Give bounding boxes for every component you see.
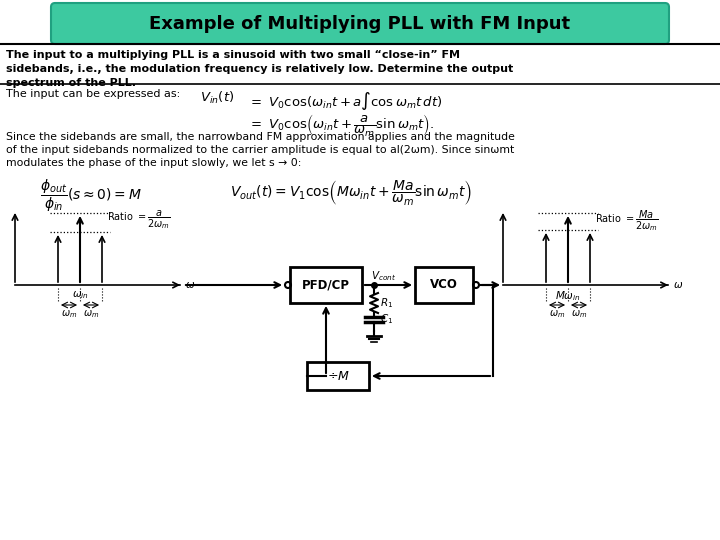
Text: $\div M$: $\div M$ (327, 369, 349, 382)
Text: Ratio $= \dfrac{a}{2\omega_m}$: Ratio $= \dfrac{a}{2\omega_m}$ (107, 208, 171, 231)
Text: $\omega_m$: $\omega_m$ (83, 308, 99, 320)
Text: PFD/CP: PFD/CP (302, 279, 350, 292)
Text: $C_1$: $C_1$ (380, 312, 393, 326)
FancyBboxPatch shape (51, 3, 669, 44)
Text: Example of Multiplying PLL with FM Input: Example of Multiplying PLL with FM Input (150, 15, 570, 33)
FancyBboxPatch shape (307, 362, 369, 390)
Text: Since the sidebands are small, the narrowband FM approximation applies and the m: Since the sidebands are small, the narro… (6, 132, 515, 142)
Text: The input to a multiplying PLL is a sinusoid with two small “close-in” FM: The input to a multiplying PLL is a sinu… (6, 50, 460, 60)
Text: VCO: VCO (430, 279, 458, 292)
Text: $\omega$: $\omega$ (185, 280, 195, 290)
Text: $V_{cont}$: $V_{cont}$ (371, 269, 396, 283)
Text: $\omega_m$: $\omega_m$ (571, 308, 587, 320)
Text: $V_{in}(t)$: $V_{in}(t)$ (200, 90, 234, 106)
Text: $V_{out}(t) = V_1\cos\!\left(M\omega_{in}t + \dfrac{Ma}{\omega_m}\sin\omega_m t\: $V_{out}(t) = V_1\cos\!\left(M\omega_{in… (230, 178, 472, 207)
Text: $= \ V_0 \cos\!\left(\omega_{in}t + \dfrac{a}{\omega_m}\sin\omega_m t\right).$: $= \ V_0 \cos\!\left(\omega_{in}t + \dfr… (248, 112, 434, 138)
Text: sidebands, i.e., the modulation frequency is relatively low. Determine the outpu: sidebands, i.e., the modulation frequenc… (6, 64, 513, 74)
FancyBboxPatch shape (290, 267, 362, 303)
Text: $\omega$: $\omega$ (673, 280, 683, 290)
Text: $= \ V_0 \cos(\omega_{in}t + a \int \cos\omega_m t\,dt)$: $= \ V_0 \cos(\omega_{in}t + a \int \cos… (248, 90, 443, 112)
Text: Ratio $= \dfrac{Ma}{2\omega_m}$: Ratio $= \dfrac{Ma}{2\omega_m}$ (595, 208, 659, 233)
Text: spectrum of the PLL.: spectrum of the PLL. (6, 78, 136, 88)
Text: The input can be expressed as:: The input can be expressed as: (6, 89, 180, 99)
Text: $\dfrac{\phi_{out}}{\phi_{in}}(s\approx 0) = M$: $\dfrac{\phi_{out}}{\phi_{in}}(s\approx … (40, 178, 142, 214)
Text: modulates the phase of the input slowly, we let s → 0:: modulates the phase of the input slowly,… (6, 158, 302, 168)
Text: $\omega_m$: $\omega_m$ (549, 308, 565, 320)
Text: $\omega_m$: $\omega_m$ (61, 308, 77, 320)
Text: $\omega_{in}$: $\omega_{in}$ (71, 289, 89, 301)
FancyBboxPatch shape (415, 267, 473, 303)
Text: $R_1$: $R_1$ (380, 296, 393, 310)
Text: $M\omega_{in}$: $M\omega_{in}$ (555, 289, 581, 303)
Text: of the input sidebands normalized to the carrier amplitude is equal to al(2ωm). : of the input sidebands normalized to the… (6, 145, 514, 155)
